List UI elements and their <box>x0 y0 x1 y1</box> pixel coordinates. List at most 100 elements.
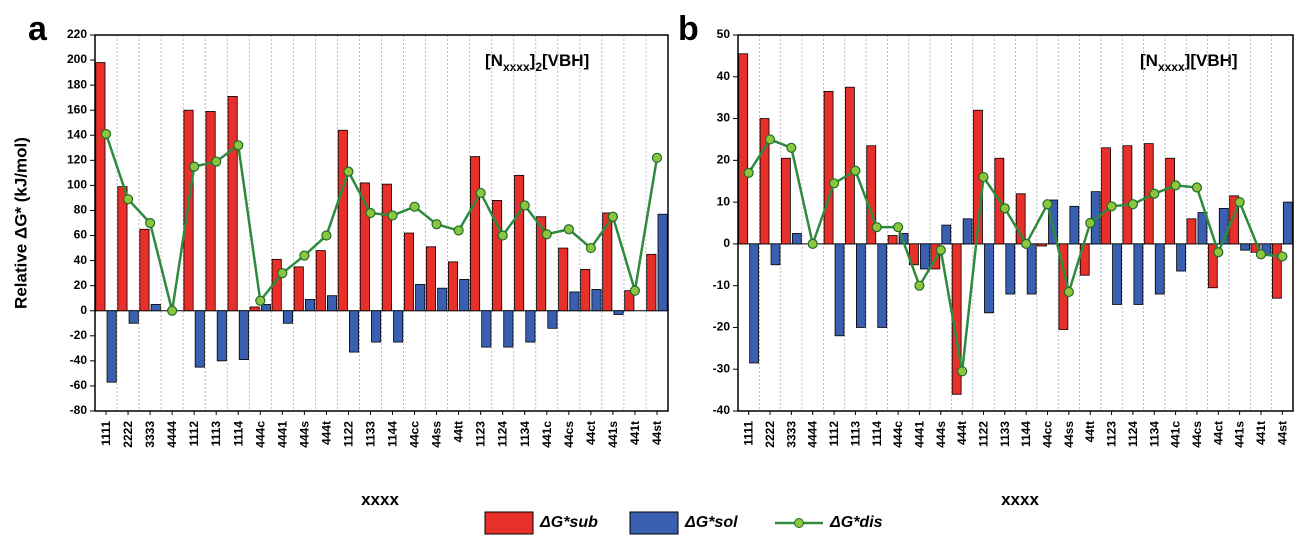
bar <box>930 243 941 270</box>
marker <box>387 210 398 221</box>
bar <box>877 243 888 328</box>
marker <box>607 211 619 222</box>
marker <box>935 245 946 256</box>
marker <box>999 203 1010 214</box>
x-tick-label: 44st <box>650 421 664 445</box>
marker <box>100 128 112 140</box>
marker <box>563 224 574 235</box>
x-tick-label: 1134 <box>1147 421 1161 447</box>
x-tick-label: 441t <box>1254 421 1268 445</box>
x-tick-label: 1113 <box>209 421 223 447</box>
bar <box>1112 243 1122 305</box>
x-tick-label: 1111 <box>99 421 113 446</box>
x-tick-label: 1144 <box>1019 421 1033 447</box>
marker <box>122 194 134 205</box>
marker <box>1063 286 1074 298</box>
bar <box>613 310 624 315</box>
bar <box>503 310 514 348</box>
bar <box>845 86 855 245</box>
plot-frame <box>94 34 669 412</box>
annotation-part: 2 <box>535 60 542 74</box>
bar <box>238 310 249 361</box>
x-tick-label: 44ss <box>430 421 444 448</box>
bar <box>425 246 436 312</box>
bar <box>602 212 613 312</box>
legend-swatch <box>629 511 679 535</box>
x-tick-label: 444t <box>319 421 333 445</box>
marker <box>629 285 641 296</box>
y-tick-label: 160 <box>67 102 87 116</box>
bar <box>781 157 791 245</box>
y-tick-label: 200 <box>67 52 87 66</box>
bar <box>492 200 503 312</box>
bar <box>1069 205 1080 245</box>
marker <box>828 178 840 189</box>
bar <box>1165 157 1175 245</box>
x-tick-label: 1133 <box>363 421 377 447</box>
bar <box>95 62 106 312</box>
x-tick-label: 1122 <box>976 421 990 447</box>
x-tick-label: 444c <box>891 421 905 448</box>
marker <box>807 238 818 249</box>
marker <box>1042 199 1053 210</box>
y-tick-label: 80 <box>74 203 88 217</box>
bar <box>1271 243 1282 299</box>
bar <box>1122 145 1133 245</box>
bar <box>770 243 781 266</box>
marker <box>957 366 968 377</box>
marker <box>365 207 376 219</box>
marker <box>167 305 178 316</box>
y-tick-label: 120 <box>67 153 87 167</box>
bar <box>791 233 802 245</box>
bar <box>1197 212 1208 245</box>
x-axis-label: xxxx <box>361 490 399 509</box>
bar <box>738 53 749 245</box>
bar <box>1207 243 1218 289</box>
y-tick-label: -60 <box>70 378 88 392</box>
bar <box>591 289 602 312</box>
y-tick-label: 60 <box>74 228 88 242</box>
marker <box>850 165 861 176</box>
x-tick-label: 1144 <box>386 421 400 447</box>
bar <box>304 299 316 312</box>
bar <box>381 183 392 312</box>
bar <box>282 310 293 324</box>
x-tick-label: 4441 <box>912 421 926 448</box>
x-tick-label: 444c <box>253 421 267 448</box>
bar <box>1282 201 1293 245</box>
marker <box>1021 238 1032 249</box>
marker <box>651 152 663 163</box>
bar <box>749 243 760 364</box>
y-tick-label: 20 <box>74 278 88 292</box>
bar <box>525 310 536 343</box>
marker <box>786 142 797 153</box>
y-tick-label: -40 <box>70 353 88 367</box>
x-tick-label: 3333 <box>143 421 157 448</box>
bar <box>909 243 919 266</box>
x-tick-label: 1133 <box>998 421 1012 447</box>
panel-label: a <box>28 10 48 48</box>
marker <box>1213 247 1224 258</box>
marker <box>1234 197 1245 208</box>
bar <box>359 182 370 312</box>
bar <box>834 243 845 337</box>
y-tick-label: -10 <box>713 278 731 292</box>
annotation-part: ][VBH] <box>1185 51 1238 70</box>
marker <box>409 201 420 212</box>
bar <box>393 310 404 343</box>
x-tick-label: 2222 <box>763 421 777 448</box>
bar <box>470 156 481 312</box>
bar <box>514 174 525 312</box>
annotation: [Nxxxx]2[VBH] <box>485 51 589 74</box>
marker <box>431 219 442 230</box>
bar <box>580 268 591 312</box>
x-tick-label: 44ss <box>1062 421 1076 448</box>
y-tick-label: -40 <box>713 403 731 417</box>
panel-label: b <box>678 10 699 48</box>
y-tick-label: 50 <box>717 27 731 41</box>
x-tick-label: 44tt <box>1083 421 1097 442</box>
x-tick-label: 1114 <box>231 421 245 447</box>
bar <box>1037 243 1047 247</box>
bar <box>759 118 770 245</box>
bar <box>117 186 128 312</box>
